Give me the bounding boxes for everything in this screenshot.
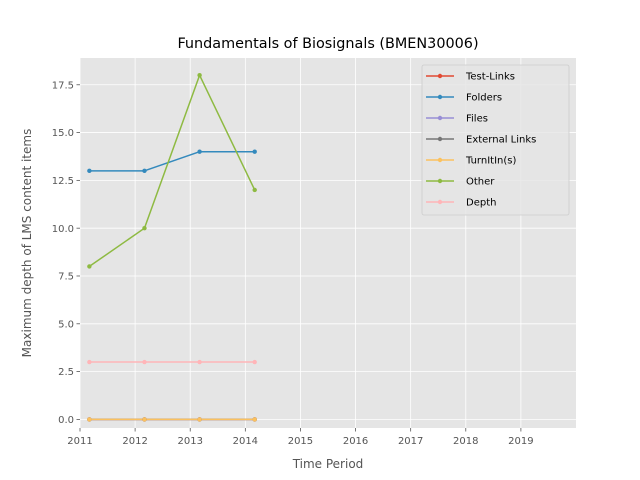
data-point-other (142, 225, 147, 231)
x-axis-label: Time Period (292, 457, 364, 471)
data-point-depth (87, 359, 92, 365)
data-point-turnitin-s (87, 417, 92, 422)
x-axis-ticks: 2011 2012 2013 2014 2015 2016 2017 2018 2019 (67, 428, 534, 447)
data-point-depth (197, 359, 202, 365)
data-point-other (252, 187, 257, 193)
series-points (87, 73, 257, 422)
legend-item-files: Files (426, 114, 488, 125)
x-tick-label: 2013 (177, 436, 202, 447)
x-tick-label: 2015 (288, 436, 313, 447)
data-point-folders (197, 149, 202, 154)
legend-box (421, 64, 570, 216)
data-point-folders (252, 149, 257, 154)
legend-items: Test-Links Folders Files External Links Turn… (426, 72, 536, 209)
data-point-other (87, 264, 92, 269)
legend-label: External Links (466, 135, 536, 146)
x-tick-label: 2017 (398, 436, 423, 447)
legend-swatch-marker (437, 199, 443, 205)
legend-swatch-marker (437, 157, 443, 163)
legend-label: TurnItIn(s) (465, 156, 516, 167)
data-point-turnitin-s (197, 417, 202, 422)
y-tick-label: 15.0 (52, 128, 74, 139)
legend-item-other: Other (426, 177, 495, 188)
legend-swatch-marker (437, 73, 443, 79)
x-tick-label: 2016 (343, 436, 368, 447)
y-tick-label: 17.5 (52, 80, 74, 91)
legend-swatch-marker (437, 94, 443, 100)
x-tick-label: 2012 (122, 436, 147, 447)
chart-title: Fundamentals of Biosignals (BMEN30006) (177, 36, 478, 52)
legend-label: Folders (466, 93, 502, 104)
series-line-other (88, 74, 256, 268)
data-point-turnitin-s (142, 417, 147, 422)
legend: Test-Links Folders Files External Links Turn… (421, 64, 570, 216)
data-point-turnitin-s (252, 417, 257, 422)
legend-swatch-marker (437, 136, 443, 142)
data-point-depth (252, 359, 257, 365)
legend-swatch-marker (437, 115, 443, 121)
data-point-other (197, 73, 202, 78)
data-point-folders (87, 168, 92, 174)
legend-item-turnitin-s: TurnItIn(s) (426, 156, 516, 167)
legend-label: Depth (466, 198, 496, 209)
legend-item-external-links: External Links (426, 135, 536, 146)
x-tick-label: 2014 (233, 436, 258, 447)
y-tick-label: 2.5 (58, 367, 74, 378)
y-axis-ticks: 0.0 2.5 5.0 7.5 10.0 12.5 15.0 17.5 (52, 80, 80, 426)
series-lines (88, 74, 256, 421)
y-tick-label: 7.5 (58, 272, 74, 283)
y-tick-label: 12.5 (52, 176, 74, 187)
legend-item-test-links: Test-Links (426, 72, 515, 83)
y-tick-label: 5.0 (58, 319, 74, 330)
legend-label: Test-Links (465, 72, 515, 83)
legend-item-folders: Folders (426, 93, 502, 104)
legend-label: Other (466, 177, 495, 188)
data-point-folders (142, 168, 147, 174)
x-tick-label: 2019 (508, 436, 533, 447)
legend-item-depth: Depth (426, 198, 496, 209)
data-point-depth (142, 359, 147, 365)
y-tick-label: 0.0 (58, 415, 74, 426)
legend-swatch-marker (437, 178, 443, 184)
series-line-folders (89, 150, 255, 172)
x-tick-label: 2018 (453, 436, 478, 447)
legend-label: Files (466, 114, 488, 125)
y-axis-label: Maximum depth of LMS content items (20, 129, 34, 358)
x-tick-label: 2011 (67, 436, 92, 447)
y-tick-label: 10.0 (52, 224, 74, 235)
